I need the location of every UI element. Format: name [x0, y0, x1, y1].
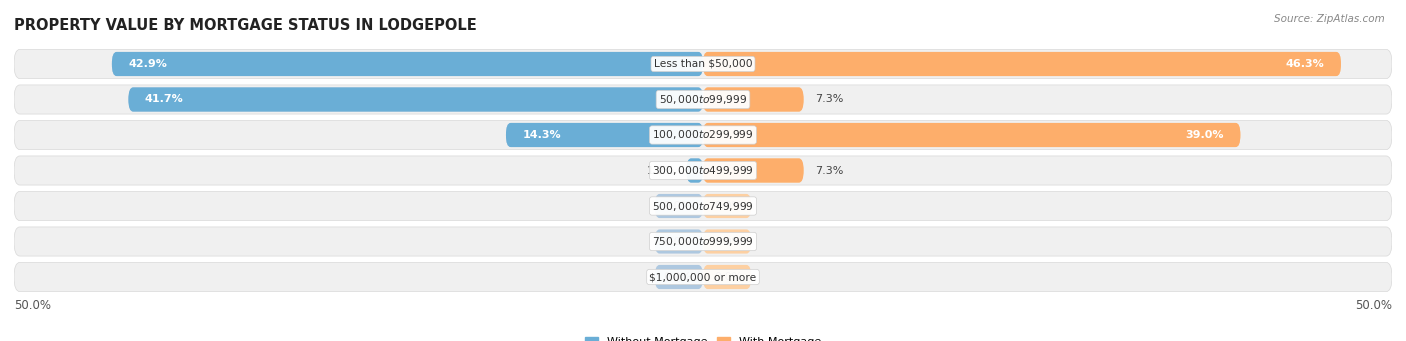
FancyBboxPatch shape — [14, 156, 1392, 185]
FancyBboxPatch shape — [703, 159, 804, 182]
FancyBboxPatch shape — [112, 52, 703, 76]
Text: 1.2%: 1.2% — [647, 165, 675, 176]
Text: 50.0%: 50.0% — [14, 299, 51, 312]
FancyBboxPatch shape — [703, 229, 751, 254]
FancyBboxPatch shape — [506, 123, 703, 147]
Text: 41.7%: 41.7% — [145, 94, 184, 104]
FancyBboxPatch shape — [14, 85, 1392, 114]
Legend: Without Mortgage, With Mortgage: Without Mortgage, With Mortgage — [581, 332, 825, 341]
FancyBboxPatch shape — [655, 229, 703, 254]
Text: 0.0%: 0.0% — [714, 201, 742, 211]
FancyBboxPatch shape — [14, 120, 1392, 150]
FancyBboxPatch shape — [703, 123, 1240, 147]
Text: $750,000 to $999,999: $750,000 to $999,999 — [652, 235, 754, 248]
Text: $300,000 to $499,999: $300,000 to $499,999 — [652, 164, 754, 177]
FancyBboxPatch shape — [14, 263, 1392, 292]
FancyBboxPatch shape — [703, 87, 804, 112]
Text: $500,000 to $749,999: $500,000 to $749,999 — [652, 199, 754, 212]
FancyBboxPatch shape — [14, 191, 1392, 221]
FancyBboxPatch shape — [703, 87, 804, 112]
Text: PROPERTY VALUE BY MORTGAGE STATUS IN LODGEPOLE: PROPERTY VALUE BY MORTGAGE STATUS IN LOD… — [14, 18, 477, 33]
FancyBboxPatch shape — [686, 159, 703, 182]
FancyBboxPatch shape — [703, 52, 1341, 76]
FancyBboxPatch shape — [14, 49, 1392, 78]
FancyBboxPatch shape — [703, 52, 1341, 76]
Text: 7.3%: 7.3% — [814, 165, 844, 176]
FancyBboxPatch shape — [128, 87, 703, 112]
Text: Source: ZipAtlas.com: Source: ZipAtlas.com — [1274, 14, 1385, 24]
Text: 42.9%: 42.9% — [128, 59, 167, 69]
Text: 7.3%: 7.3% — [814, 94, 844, 104]
FancyBboxPatch shape — [128, 87, 703, 112]
FancyBboxPatch shape — [655, 194, 703, 218]
Text: 39.0%: 39.0% — [1185, 130, 1223, 140]
Text: 0.0%: 0.0% — [664, 237, 692, 247]
Text: 14.3%: 14.3% — [523, 130, 561, 140]
Text: 0.0%: 0.0% — [714, 272, 742, 282]
FancyBboxPatch shape — [686, 159, 703, 182]
FancyBboxPatch shape — [112, 52, 703, 76]
FancyBboxPatch shape — [703, 159, 804, 182]
FancyBboxPatch shape — [703, 123, 1240, 147]
FancyBboxPatch shape — [703, 265, 751, 289]
Text: 46.3%: 46.3% — [1285, 59, 1324, 69]
Text: 0.0%: 0.0% — [664, 272, 692, 282]
Text: $1,000,000 or more: $1,000,000 or more — [650, 272, 756, 282]
Text: $50,000 to $99,999: $50,000 to $99,999 — [659, 93, 747, 106]
FancyBboxPatch shape — [703, 194, 751, 218]
Text: 0.0%: 0.0% — [664, 201, 692, 211]
Text: 50.0%: 50.0% — [1355, 299, 1392, 312]
Text: 0.0%: 0.0% — [714, 237, 742, 247]
Text: $100,000 to $299,999: $100,000 to $299,999 — [652, 129, 754, 142]
FancyBboxPatch shape — [506, 123, 703, 147]
FancyBboxPatch shape — [655, 265, 703, 289]
Text: Less than $50,000: Less than $50,000 — [654, 59, 752, 69]
FancyBboxPatch shape — [14, 227, 1392, 256]
